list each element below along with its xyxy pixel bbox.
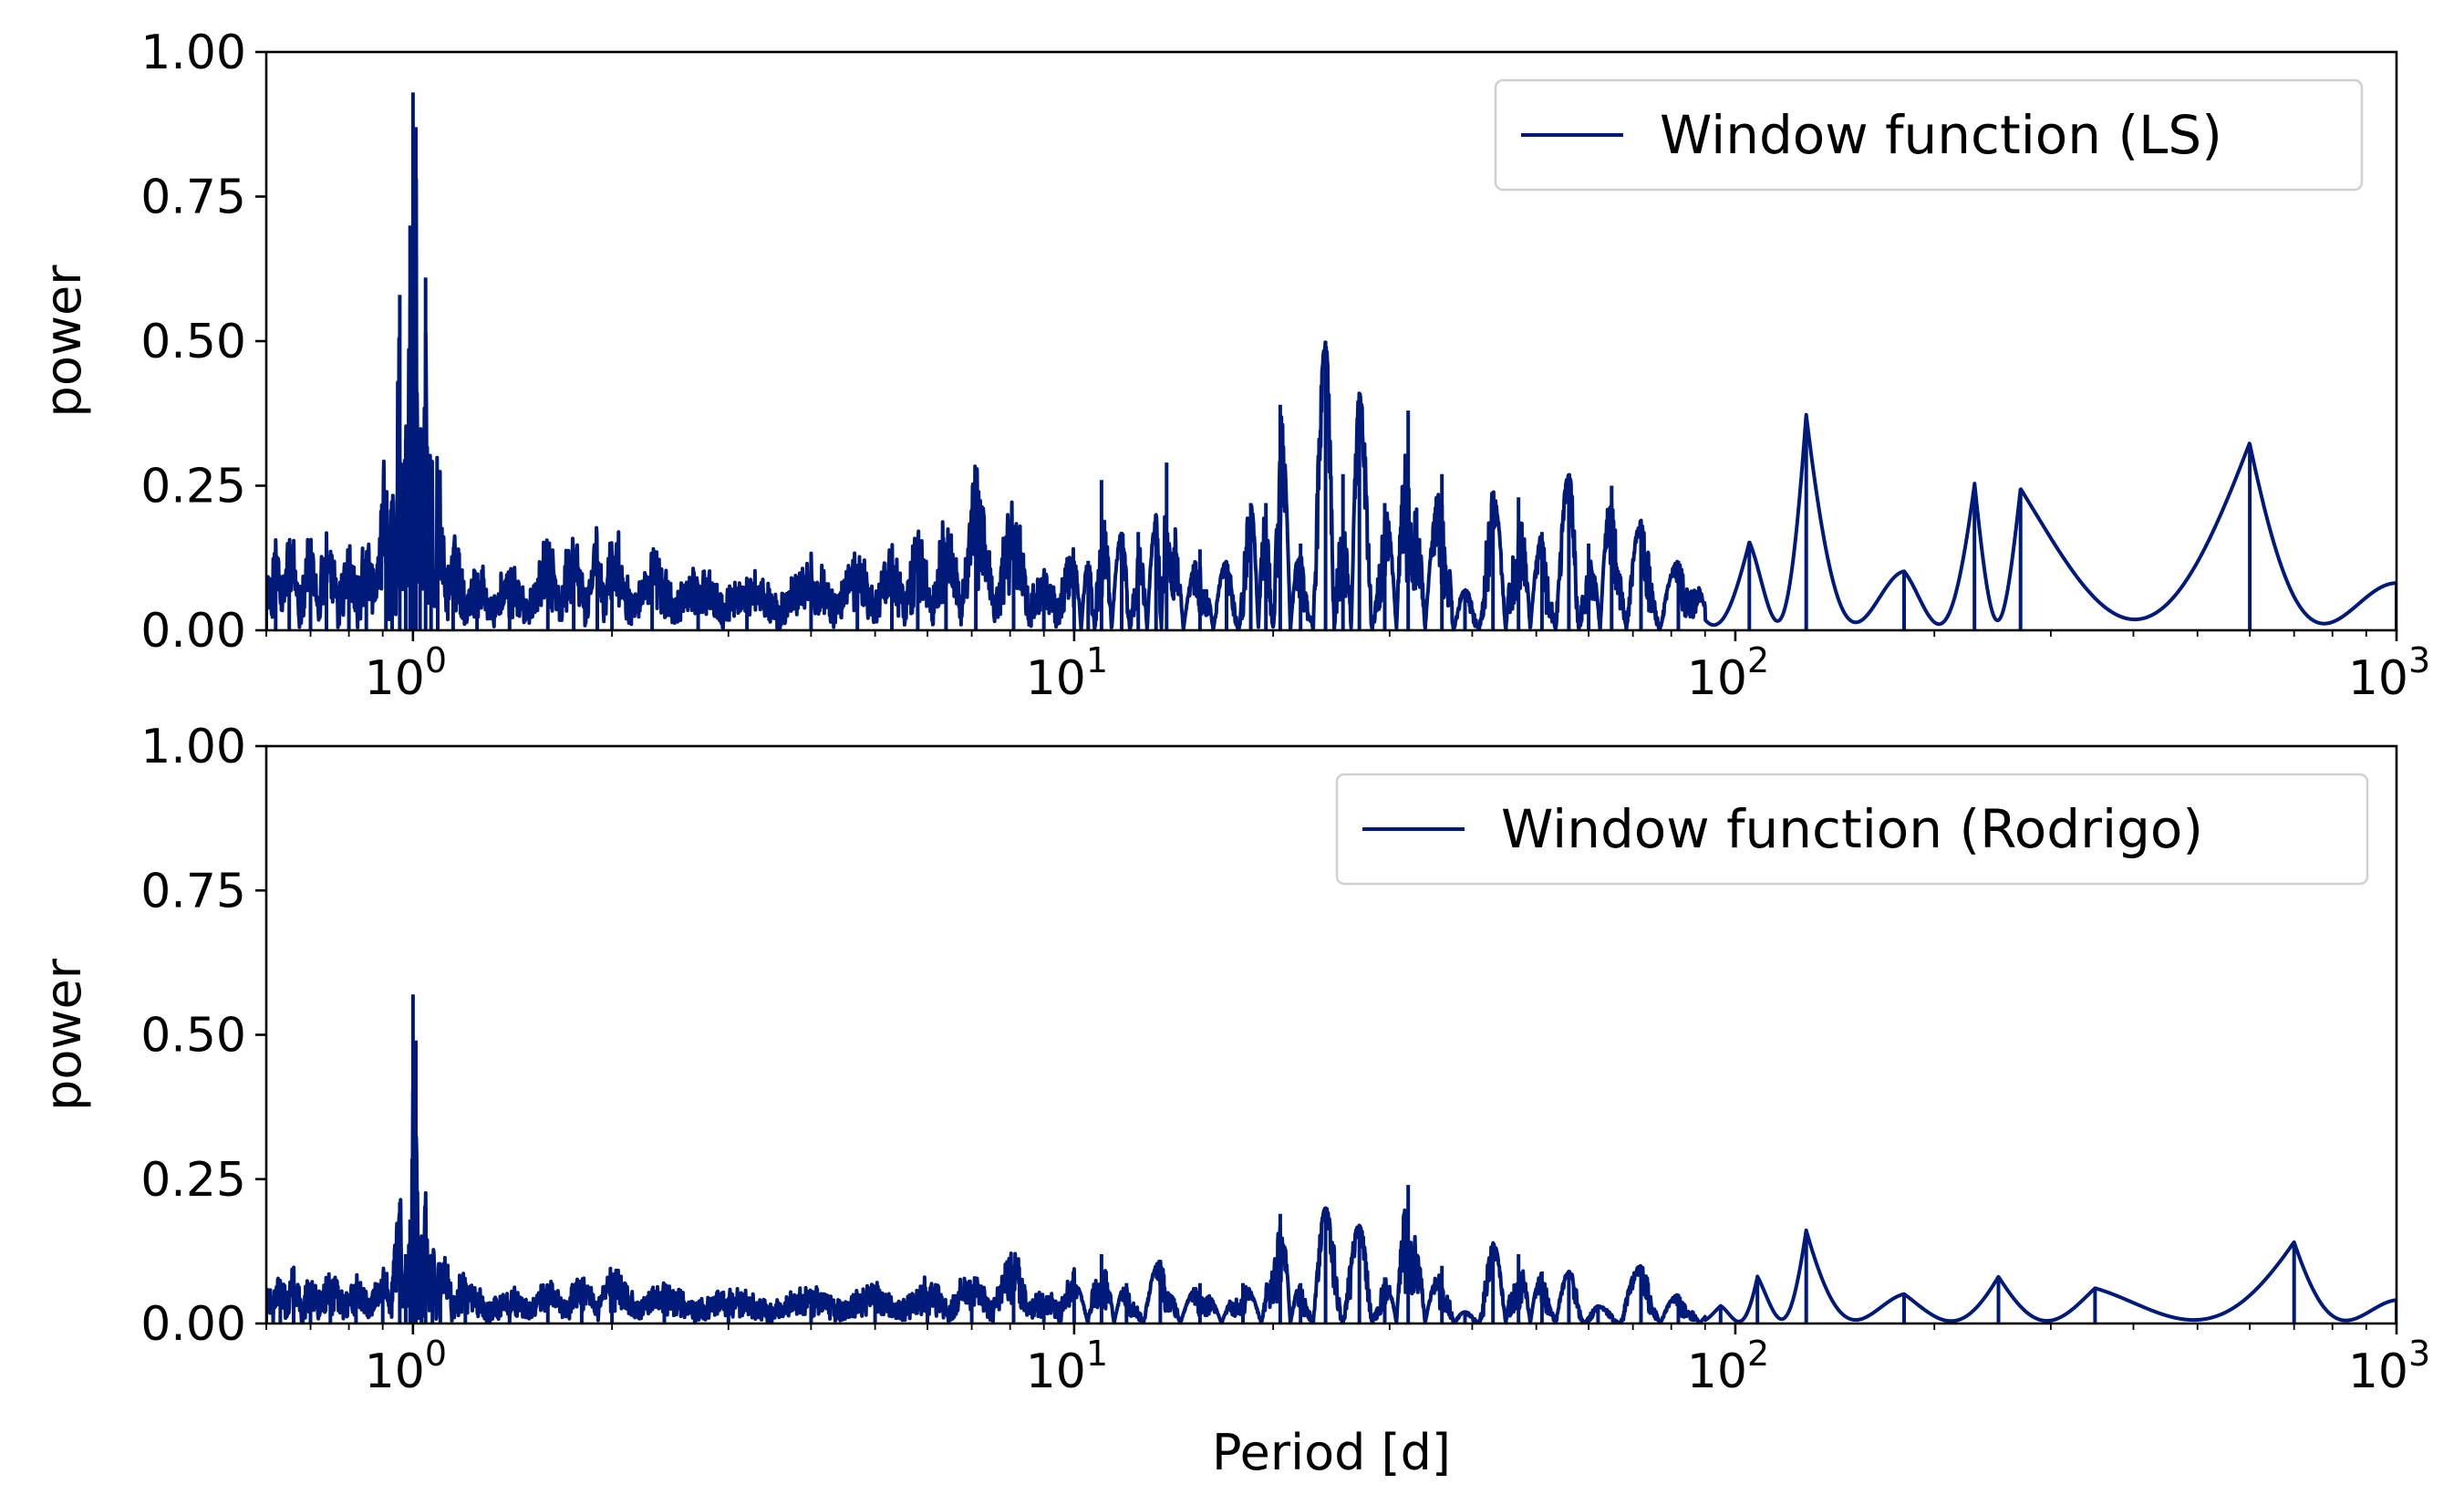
- y-tick-label: 0.50: [140, 1009, 246, 1064]
- x-tick-label: 102: [1687, 640, 1769, 706]
- y-tick-label: 1.00: [140, 720, 246, 774]
- y-tick-label: 0.75: [140, 864, 246, 919]
- y-tick-label: 0.25: [140, 1153, 246, 1208]
- legend: Window function (LS): [1494, 78, 2364, 192]
- y-tick-label: 0.75: [140, 171, 246, 225]
- y-tick-label: 0.00: [140, 1297, 246, 1352]
- y-tick-label: 0.00: [140, 604, 246, 659]
- y-tick-label: 1.00: [140, 26, 246, 80]
- x-tick-label: 102: [1687, 1334, 1769, 1399]
- x-tick-label: 103: [2348, 1334, 2430, 1399]
- y-axis-label: power: [35, 958, 92, 1111]
- x-axis-label: Period [d]: [1212, 1424, 1451, 1481]
- panel-bottom: 0.00 0.25 0.50 0.75 1.00 100 101 102 103 power Per…: [35, 720, 2430, 1481]
- x-tick-label: 101: [1026, 1334, 1108, 1399]
- legend-box: [1335, 773, 2369, 886]
- y-axis-label: power: [35, 265, 92, 418]
- series-line: [266, 177, 2397, 630]
- y-tick-label: 0.25: [140, 460, 246, 514]
- legend-label: Window function (LS): [1660, 104, 2222, 166]
- panel-top: 0.00 0.25 0.50 0.75 1.00 100 101 102 103 power Win…: [35, 26, 2430, 706]
- x-tick-label: 101: [1026, 640, 1108, 706]
- legend-box: [1494, 78, 2364, 192]
- y-tick-label: 0.50: [140, 315, 246, 369]
- legend: Window function (Rodrigo): [1335, 773, 2369, 886]
- x-tick-label: 100: [365, 640, 447, 706]
- legend-label: Window function (Rodrigo): [1501, 798, 2203, 860]
- x-tick-label: 103: [2348, 640, 2430, 706]
- series-line: [266, 1081, 2397, 1323]
- x-tick-label: 100: [365, 1334, 447, 1399]
